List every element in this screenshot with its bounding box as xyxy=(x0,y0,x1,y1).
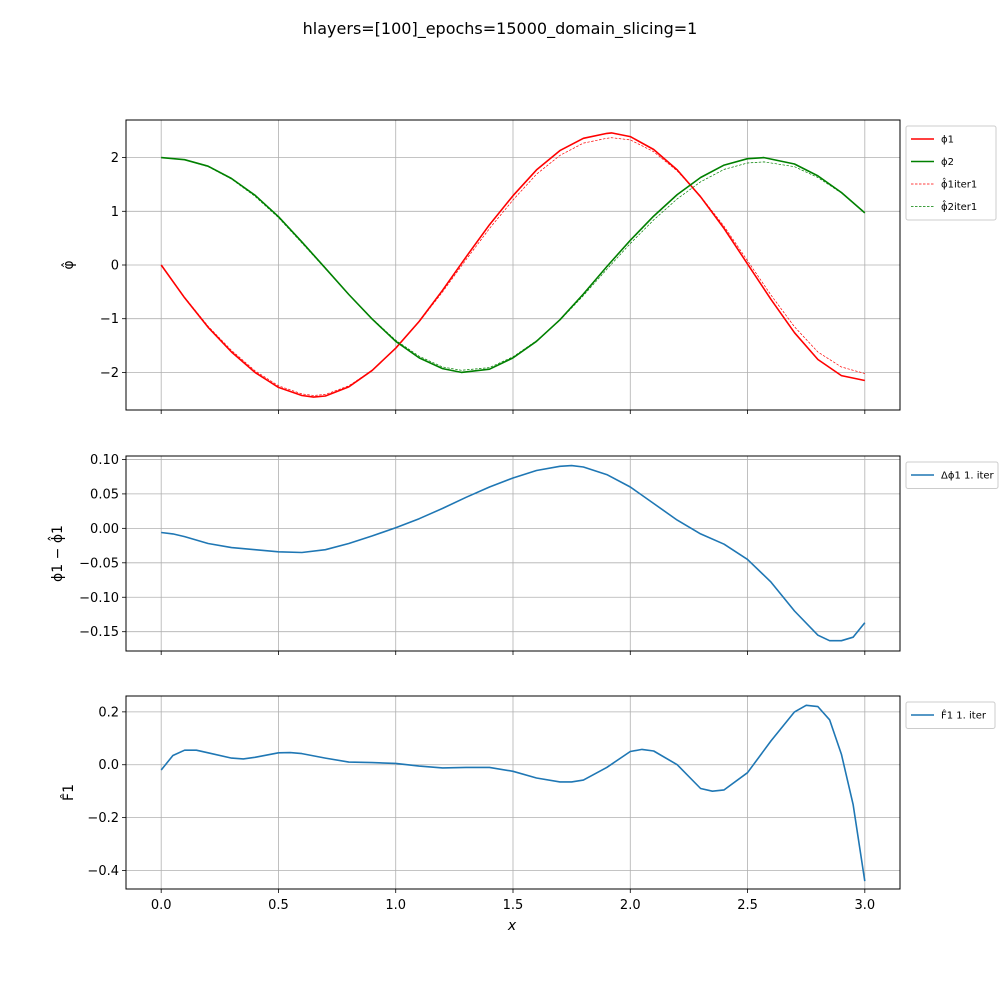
phi-error-panel: 0.10 0.05 0.00 −0.05 −0.10 −0.15 ϕ1 − ϕ̂1 Δϕ1 1… xyxy=(47,453,999,655)
y-tick-label: −0.05 xyxy=(79,556,119,571)
x-tick-label: 1.0 xyxy=(385,898,406,913)
legend-entry: ϕ̂1iter1 xyxy=(941,177,977,191)
legend-box xyxy=(905,701,996,729)
series-line-1 xyxy=(161,156,866,374)
legend-box xyxy=(905,461,999,489)
y-tick-label: 0.10 xyxy=(90,453,119,468)
y-tick-label: −0.2 xyxy=(87,811,119,826)
legend-entry: F̂1 1. iter xyxy=(941,709,987,722)
y-axis-label: φ̂ xyxy=(61,260,77,269)
y-tick-label: 1 xyxy=(111,205,119,220)
series-line-3 xyxy=(161,157,866,371)
legend-entry: Δϕ1 1. iter xyxy=(941,471,995,482)
y-axis-label: ϕ1 − ϕ̂1 xyxy=(47,525,66,582)
y-tick-label: 0.0 xyxy=(98,758,119,773)
y-tick-label: −2 xyxy=(100,366,119,381)
y-tick-label: 0.2 xyxy=(98,705,119,720)
legend-entry: ϕ1 xyxy=(941,135,954,146)
x-tick-label: 2.5 xyxy=(737,898,758,913)
y-tick-label: −1 xyxy=(100,312,119,327)
x-tick-label: 1.5 xyxy=(503,898,524,913)
series-line-0 xyxy=(161,464,866,642)
legend-entry: ϕ2 xyxy=(941,157,954,168)
y-tick-label: 2 xyxy=(111,151,119,166)
y-tick-label: 0.00 xyxy=(90,522,119,537)
phi-panel: −2 −1 0 1 2 φ̂ ϕ1 ϕ2 ϕ̂1iter1 ϕ̂2iter1 xyxy=(61,119,997,414)
x-tick-label: 0.0 xyxy=(151,898,172,913)
series-line-0 xyxy=(160,704,866,882)
x-tick-label: 3.0 xyxy=(854,898,875,913)
figure-title: hlayers=[100]_epochs=15000_domain_slicin… xyxy=(303,19,698,39)
y-axis-label: F̂1 xyxy=(60,784,77,801)
y-tick-label: −0.15 xyxy=(79,625,119,640)
legend-box xyxy=(905,125,997,221)
y-tick-label: 0 xyxy=(111,259,119,274)
residual-panel: 0.0 0.5 1.0 1.5 2.0 2.5 3.0 0.2 0.0 −0.2 −0.4 F̂1 F̂… xyxy=(60,695,996,913)
x-tick-label: 2.0 xyxy=(620,898,641,913)
y-tick-label: −0.10 xyxy=(79,591,119,606)
series-line-0 xyxy=(160,132,865,398)
series-line-2 xyxy=(160,137,865,396)
legend-entry: ϕ̂2iter1 xyxy=(941,199,977,213)
y-tick-label: 0.05 xyxy=(90,487,119,502)
y-tick-label: −0.4 xyxy=(87,864,119,879)
x-tick-label: 0.5 xyxy=(268,898,289,913)
x-axis-label: x xyxy=(507,918,517,934)
